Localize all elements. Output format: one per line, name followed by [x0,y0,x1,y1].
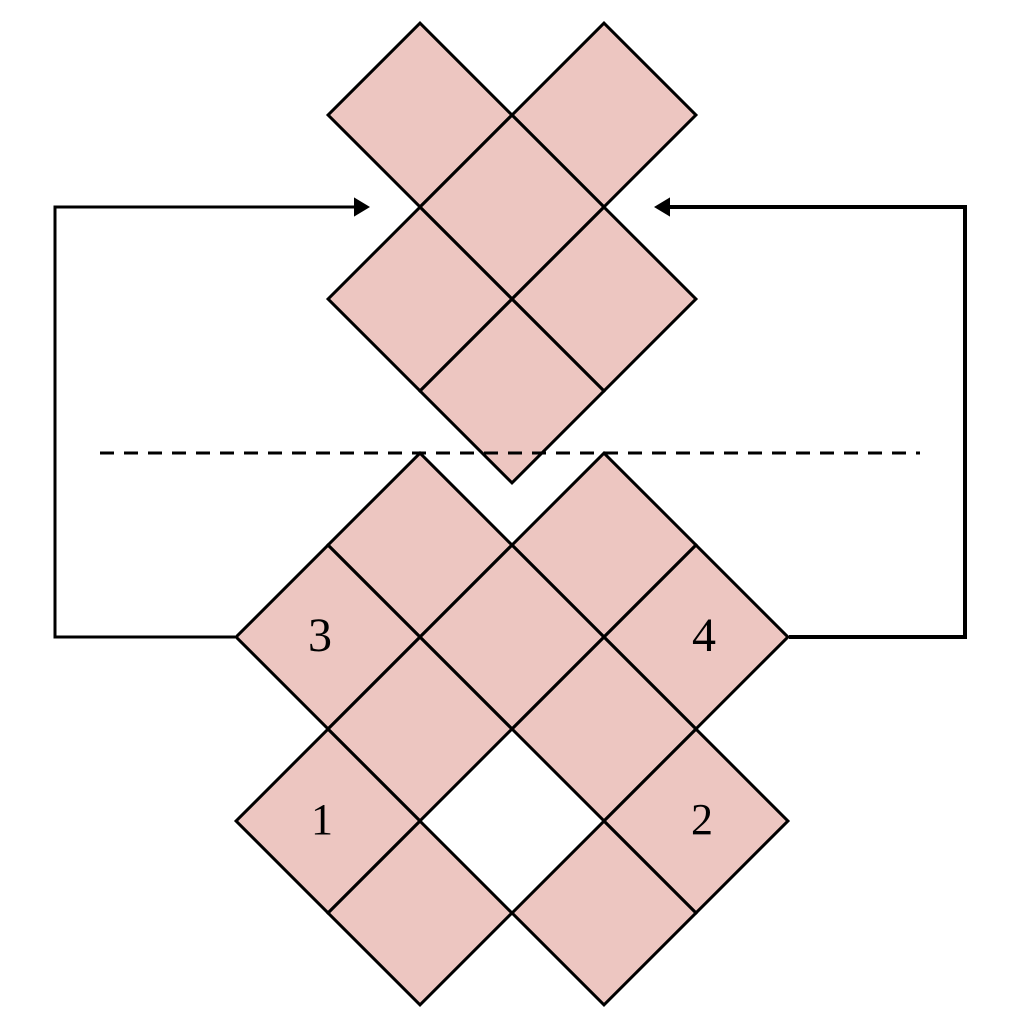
diagram-canvas: 3 4 1 2 [0,0,1024,1024]
label_4: 4 [692,609,716,662]
label_1: 1 [311,795,333,844]
arrow-right-head [654,197,670,216]
label_2: 2 [691,795,713,844]
label_3: 3 [308,609,332,662]
arrow-left-head [354,197,370,216]
squares-group [236,23,788,1005]
